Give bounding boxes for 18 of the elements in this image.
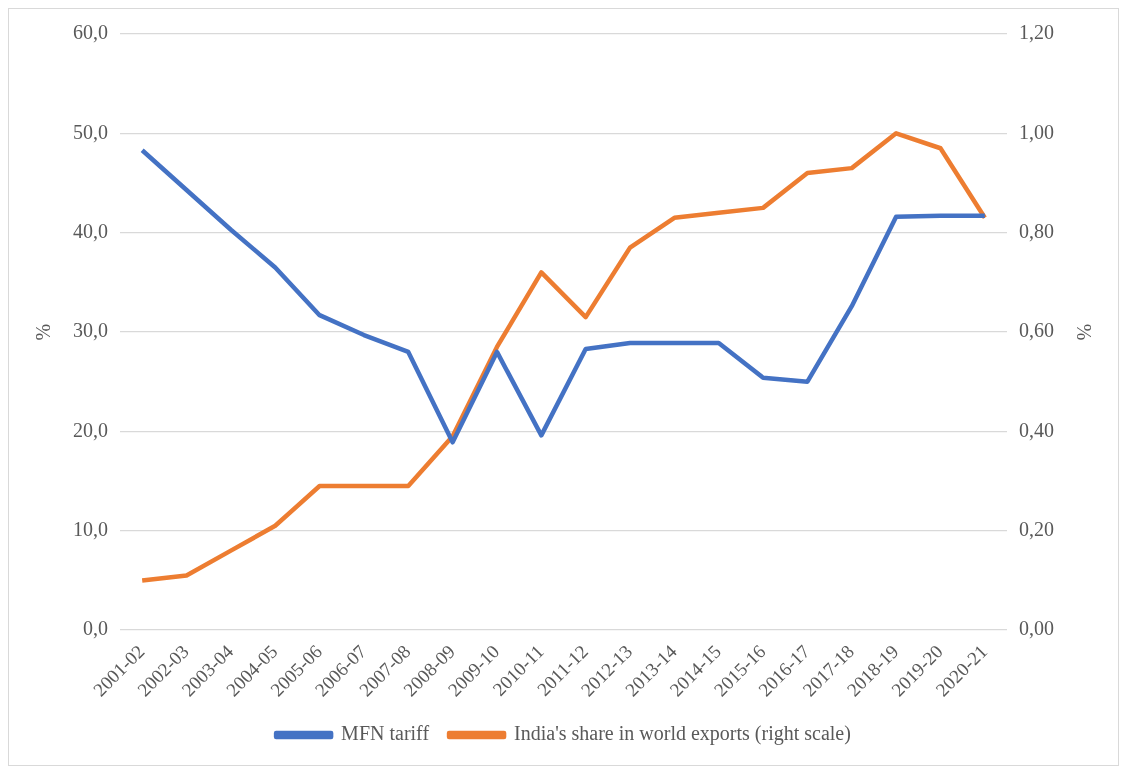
- y2-tick-label: 0,80: [1019, 219, 1054, 242]
- y-tick-label: 10,0: [73, 518, 108, 540]
- y-tick-label: 40,0: [73, 219, 108, 242]
- y2-tick-label: 1,20: [1019, 21, 1054, 44]
- y-tick-label: 30,0: [73, 319, 108, 342]
- y-tick-label: 0,0: [83, 617, 108, 640]
- y2-tick-label: 0,20: [1019, 518, 1054, 540]
- y2-tick-label: 0,00: [1019, 617, 1054, 640]
- legend-label: India's share in world exports (right scale): [514, 722, 851, 746]
- y-tick-label: 50,0: [73, 120, 108, 143]
- y2-tick-label: 0,60: [1019, 319, 1054, 342]
- y-axis-title: %: [32, 323, 55, 341]
- y-tick-label: 60,0: [73, 21, 108, 44]
- y2-tick-label: 0,40: [1019, 418, 1054, 441]
- y-tick-label: 20,0: [73, 418, 108, 441]
- y2-axis-title: %: [1072, 323, 1095, 341]
- y2-tick-label: 1,00: [1019, 120, 1054, 143]
- legend-label: MFN tariff: [341, 722, 430, 745]
